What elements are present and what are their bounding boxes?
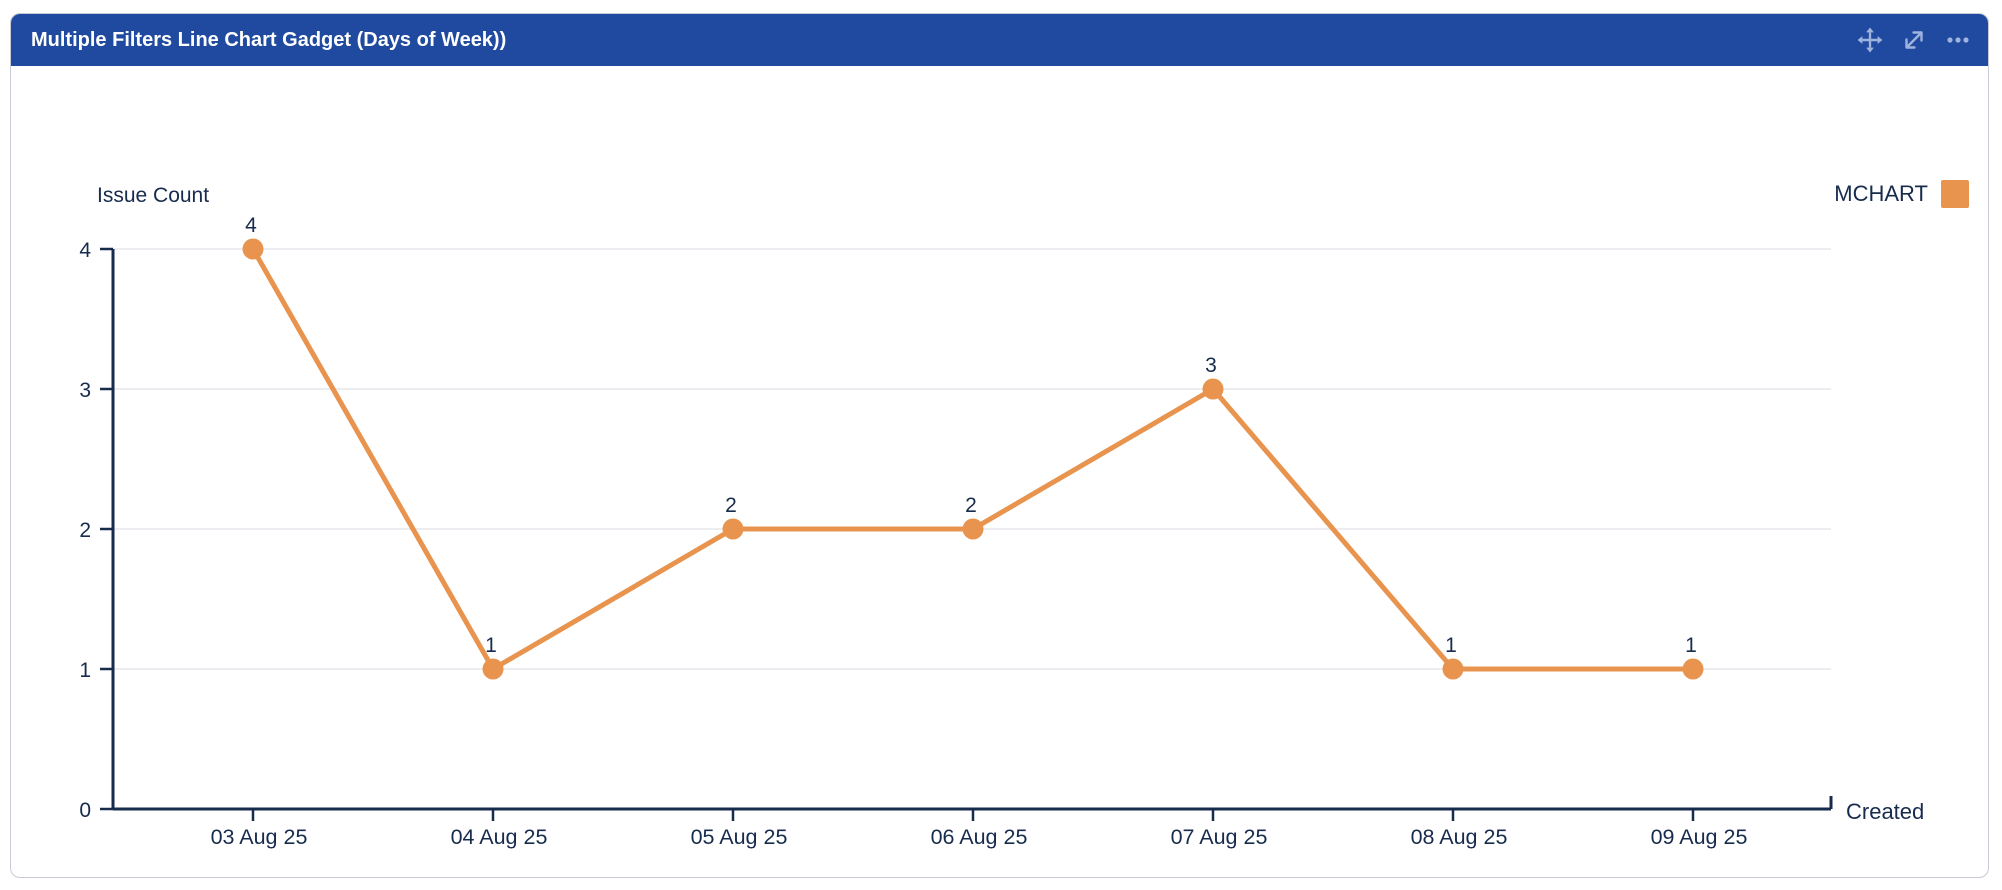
point-value-label: 2: [725, 494, 737, 517]
gadget-title: Multiple Filters Line Chart Gadget (Days…: [31, 28, 507, 51]
point-value-label: 1: [1685, 634, 1697, 657]
x-tick-label: 06 Aug 25: [931, 825, 1028, 849]
point-value-label: 4: [245, 214, 257, 237]
data-point[interactable]: [962, 518, 984, 540]
legend-item-mchart[interactable]: MCHART: [1834, 180, 1969, 208]
gadget-card: Multiple Filters Line Chart Gadget (Days…: [10, 13, 1989, 878]
y-tick-label: 3: [79, 379, 91, 402]
data-point[interactable]: [242, 238, 264, 260]
legend-label: MCHART: [1834, 181, 1928, 206]
x-tick-label: 03 Aug 25: [211, 825, 308, 849]
line-chart: 0 1 2 3 4 03 Aug 25 04 Aug 25 05 Aug 25 06 Aug 2…: [79, 214, 1924, 849]
point-value-label: 1: [1445, 634, 1457, 657]
expand-icon: [1902, 28, 1926, 52]
y-tick-label: 4: [79, 239, 91, 262]
x-tick-label: 05 Aug 25: [691, 825, 788, 849]
legend-swatch: [1941, 180, 1969, 208]
x-tick-label: 09 Aug 25: [1651, 825, 1748, 849]
data-point[interactable]: [1442, 658, 1464, 680]
x-tick-label: 04 Aug 25: [451, 825, 548, 849]
data-point[interactable]: [482, 658, 504, 680]
data-point[interactable]: [1202, 378, 1224, 400]
data-point[interactable]: [1682, 658, 1704, 680]
point-value-label: 2: [965, 494, 977, 517]
point-value-label: 3: [1205, 354, 1217, 377]
point-value-label: 1: [485, 634, 497, 657]
more-options-button[interactable]: [1944, 26, 1972, 54]
y-tick-label: 2: [79, 519, 91, 542]
move-icon: [1857, 27, 1883, 53]
x-tick-label: 07 Aug 25: [1171, 825, 1268, 849]
x-tick-label: 08 Aug 25: [1411, 825, 1508, 849]
gadget-header: Multiple Filters Line Chart Gadget (Days…: [11, 14, 1988, 66]
gadget-toolbar: [1856, 26, 1972, 54]
y-tick-label: 1: [79, 659, 91, 682]
x-axis-title: Created: [1846, 799, 1924, 824]
more-options-icon: [1944, 26, 1972, 54]
y-tick-label: 0: [79, 799, 91, 822]
move-gadget-button[interactable]: [1856, 26, 1884, 54]
data-point[interactable]: [722, 518, 744, 540]
y-axis-title: Issue Count: [97, 184, 210, 207]
series-line: [250, 246, 1696, 672]
expand-gadget-button[interactable]: [1900, 26, 1928, 54]
